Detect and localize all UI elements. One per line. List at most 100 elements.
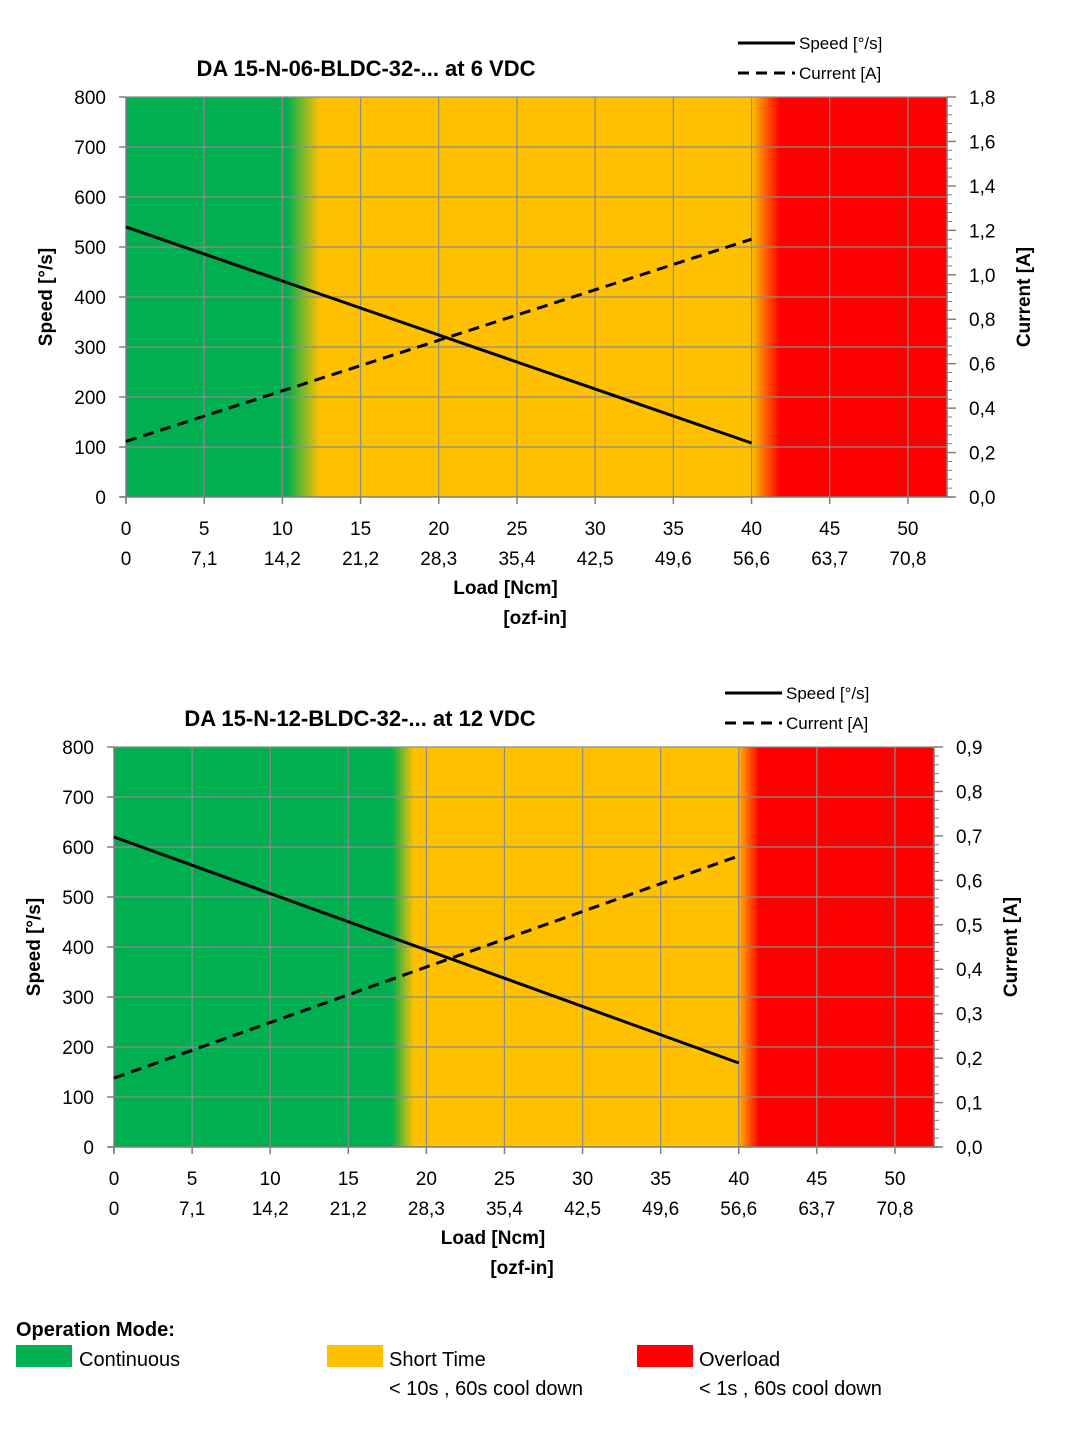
x-tick-label: 20 [428,519,449,540]
y2-tick-label: 0,7 [956,827,982,848]
x2-tick-label: 7,1 [191,549,217,570]
y2-tick-label: 0,4 [956,960,983,981]
short-time-swatch [327,1345,383,1367]
y-tick-label: 300 [74,338,106,359]
x-tick-label: 40 [728,1169,749,1190]
y-tick-label: 100 [62,1088,94,1109]
x-tick-label: 10 [272,519,293,540]
y-tick-label: 0 [95,488,106,509]
y-tick-label: 600 [62,838,94,859]
y-tick-label: 400 [74,288,106,309]
x-tick-label: 50 [884,1169,905,1190]
y-tick-label: 100 [74,438,106,459]
continuous-label: Continuous [79,1349,181,1371]
x-tick-label: 20 [416,1169,437,1190]
y-tick-label: 800 [74,88,106,109]
x-tick-label: 25 [506,519,527,540]
x-tick-label: 40 [741,519,762,540]
y-axis-label: Speed [°/s] [36,248,57,346]
speed-line [125,225,752,445]
y2-tick-label: 0,6 [956,871,982,892]
x-tick-label: 0 [109,1169,120,1190]
current-line [125,237,752,443]
y-tick-label: 500 [62,888,94,909]
operation-mode-title: Operation Mode: [16,1319,175,1341]
x-tick-label: 45 [806,1169,827,1190]
continuous-swatch [16,1345,72,1367]
y-tick-label: 800 [62,738,94,759]
x-tick-label: 5 [199,519,210,540]
x2-tick-label: 0 [109,1199,120,1220]
x2-tick-label: 28,3 [408,1199,445,1220]
y-tick-label: 200 [62,1038,94,1059]
speed-line [113,835,740,1065]
overload-note: < 1s , 60s cool down [699,1378,882,1400]
y2-tick-label: 1,4 [969,177,996,198]
x2-tick-label: 63,7 [798,1199,835,1220]
x-tick-label: 50 [897,519,918,540]
legend-speed-label: Speed [°/s] [786,684,869,703]
x2-tick-label: 42,5 [564,1199,601,1220]
x-tick-label: 45 [819,519,840,540]
y2-tick-label: 0,3 [956,1005,982,1026]
x2-tick-label: 0 [121,549,132,570]
y-axis-label: Speed [°/s] [24,898,45,996]
y-tick-label: 300 [62,988,94,1009]
x2-tick-label: 70,8 [876,1199,913,1220]
y2-tick-label: 0,0 [969,488,995,509]
x2-tick-label: 28,3 [420,549,457,570]
y2-tick-label: 0,5 [956,916,982,937]
x2-tick-label: 21,2 [330,1199,367,1220]
legend-current-label: Current [A] [786,714,868,733]
x2-tick-label: 7,1 [179,1199,205,1220]
y2-tick-label: 0,6 [969,355,995,376]
y2-tick-label: 0,1 [956,1094,982,1115]
y2-tick-label: 0,2 [956,1049,982,1070]
legend-current-label: Current [A] [799,64,881,83]
x-tick-label: 0 [121,519,132,540]
x2-tick-label: 35,4 [486,1199,523,1220]
short-time-note: < 10s , 60s cool down [389,1378,584,1400]
y2-tick-label: 1,0 [969,266,995,287]
chart-6vdc: 01002003004005006007008000,00,20,40,60,8… [36,34,1035,629]
y2-tick-label: 1,2 [969,221,995,242]
x2-tick-label: 70,8 [889,549,926,570]
x-tick-label: 35 [650,1169,671,1190]
y2-axis-label: Current [A] [1014,247,1035,347]
y-tick-label: 600 [74,188,106,209]
chart-title: DA 15-N-12-BLDC-32-... at 12 VDC [184,706,535,731]
x-tick-label: 25 [494,1169,515,1190]
y2-tick-label: 0,2 [969,444,995,465]
x2-tick-label: 49,6 [655,549,692,570]
y2-tick-label: 0,0 [956,1138,982,1159]
x-tick-label: 10 [260,1169,281,1190]
x2-tick-label: 14,2 [264,549,301,570]
y2-tick-label: 0,9 [956,738,982,759]
x-tick-label: 15 [350,519,371,540]
y-tick-label: 700 [74,138,106,159]
y-tick-label: 700 [62,788,94,809]
y2-tick-label: 1,8 [969,88,995,109]
overload-label: Overload [699,1349,781,1371]
x-tick-label: 15 [338,1169,359,1190]
x2-tick-label: 56,6 [720,1199,757,1220]
overload-swatch [637,1345,693,1367]
x-axis-label: Load [Ncm] [441,1228,546,1249]
x2-tick-label: 49,6 [642,1199,679,1220]
x-axis-label: Load [Ncm] [453,578,558,599]
y2-tick-label: 0,8 [956,782,982,803]
current-line [113,854,740,1080]
x2-axis-label: [ozf-in] [490,1258,553,1279]
chart-title: DA 15-N-06-BLDC-32-... at 6 VDC [196,56,535,81]
x-tick-label: 35 [663,519,684,540]
x2-tick-label: 14,2 [252,1199,289,1220]
x2-axis-label: [ozf-in] [503,608,566,629]
x2-tick-label: 42,5 [577,549,614,570]
y-tick-label: 0 [83,1138,94,1159]
y2-tick-label: 0,4 [969,399,996,420]
y-tick-label: 200 [74,388,106,409]
x2-tick-label: 63,7 [811,549,848,570]
y-tick-label: 500 [74,238,106,259]
x-tick-label: 30 [572,1169,593,1190]
short-time-label: Short Time [389,1349,486,1371]
